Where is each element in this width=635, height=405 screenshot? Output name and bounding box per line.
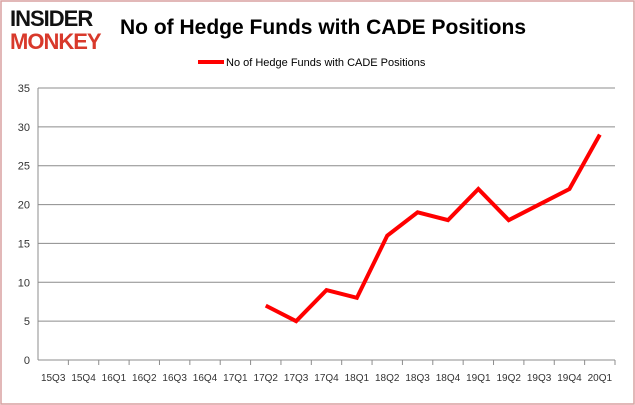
x-tick-label: 15Q3 — [41, 373, 66, 384]
x-tick-label: 16Q4 — [193, 373, 218, 384]
logo: INSIDER MONKEY — [10, 6, 103, 54]
x-tick-label: 19Q1 — [466, 373, 491, 384]
x-tick-label: 16Q2 — [132, 373, 157, 384]
x-tick-label: 19Q2 — [496, 373, 521, 384]
x-tick-label: 18Q2 — [375, 373, 400, 384]
y-tick-label: 20 — [18, 200, 30, 212]
x-tick-label: 20Q1 — [588, 373, 613, 384]
x-tick-label: 17Q2 — [254, 373, 279, 384]
x-tick-label: 17Q1 — [223, 373, 248, 384]
legend-label: No of Hedge Funds with CADE Positions — [226, 57, 426, 69]
x-tick-label: 19Q4 — [557, 373, 582, 384]
y-tick-label: 0 — [24, 355, 30, 367]
x-tick-label: 16Q1 — [102, 373, 127, 384]
logo-line2: MONKEY — [10, 29, 102, 54]
x-tick-label: 16Q3 — [162, 373, 187, 384]
x-tick-label: 17Q3 — [284, 373, 309, 384]
y-tick-label: 25 — [18, 161, 30, 173]
chart-title: No of Hedge Funds with CADE Positions — [120, 16, 526, 39]
y-tick-label: 30 — [18, 122, 30, 134]
x-tick-label: 15Q4 — [71, 373, 96, 384]
logo-line1: INSIDER — [10, 6, 93, 31]
x-tick-label: 19Q3 — [527, 373, 552, 384]
y-tick-label: 35 — [18, 83, 30, 95]
x-tick-label: 17Q4 — [314, 373, 339, 384]
series-line — [264, 133, 602, 324]
x-tick-label: 18Q4 — [436, 373, 461, 384]
legend: No of Hedge Funds with CADE Positions — [198, 57, 426, 69]
y-tick-label: 5 — [24, 316, 30, 328]
y-tick-label: 10 — [18, 277, 30, 289]
x-tick-label: 18Q3 — [405, 373, 430, 384]
y-tick-label: 15 — [18, 238, 30, 250]
x-tick-label: 18Q1 — [345, 373, 370, 384]
